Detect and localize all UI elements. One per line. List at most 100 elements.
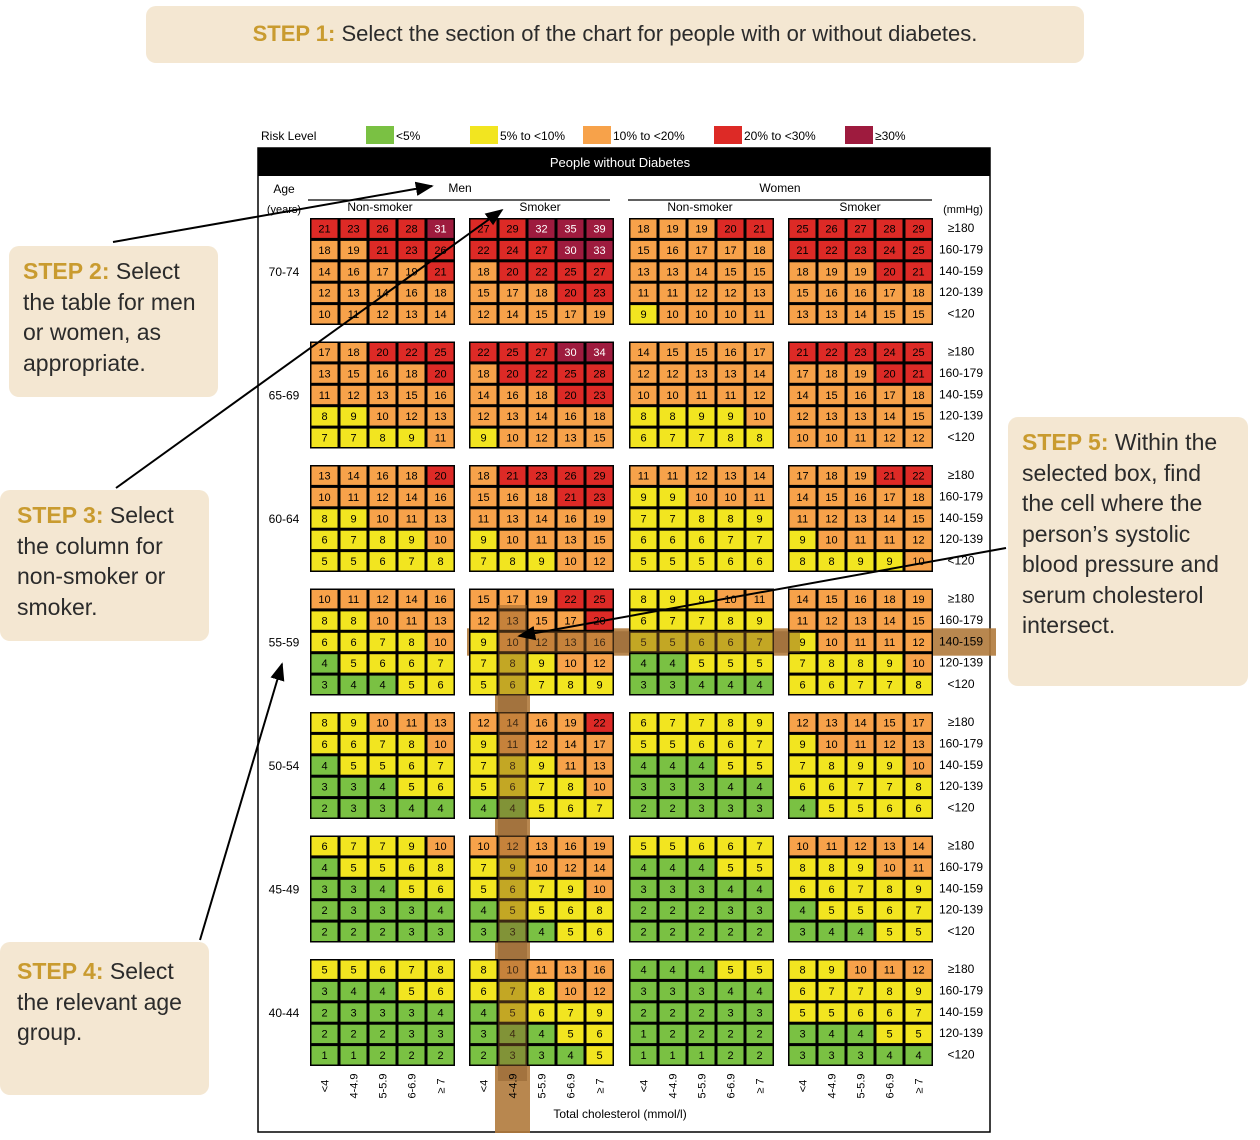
risk-cell (818, 1003, 845, 1022)
risk-cell (847, 428, 874, 447)
risk-cell (427, 756, 454, 775)
legend-label: 5% to <10% (500, 129, 565, 143)
risk-value: 3 (669, 986, 675, 998)
risk-cell (427, 1024, 454, 1044)
risk-cell (818, 407, 845, 426)
risk-value: 23 (593, 492, 605, 504)
risk-cell (528, 385, 555, 405)
risk-cell (688, 509, 715, 528)
risk-cell (398, 219, 425, 238)
risk-cell (499, 552, 526, 571)
risk-cell (717, 756, 744, 775)
bp-unit: (mmHg) (943, 204, 983, 216)
risk-cell (311, 487, 338, 507)
risk-cell (398, 466, 425, 485)
risk-value: 8 (857, 658, 863, 670)
risk-cell (688, 858, 715, 877)
risk-value: 13 (434, 718, 446, 730)
risk-value: 9 (886, 658, 892, 670)
risk-cell (659, 466, 686, 485)
risk-cell (340, 799, 367, 818)
risk-value: 2 (350, 927, 356, 939)
risk-value: 7 (437, 658, 443, 670)
risk-cell (398, 1046, 425, 1065)
risk-cell (427, 407, 454, 426)
risk-value: 15 (593, 433, 605, 445)
risk-cell (659, 713, 686, 732)
risk-cell (688, 756, 715, 775)
risk-cell (499, 262, 526, 281)
risk-cell (876, 675, 903, 694)
risk-cell (818, 509, 845, 528)
risk-value: 16 (854, 594, 866, 606)
risk-value: 3 (321, 680, 327, 692)
risk-value: 3 (321, 782, 327, 794)
risk-cell (528, 240, 555, 260)
risk-value: 12 (477, 615, 489, 627)
risk-value: 4 (640, 965, 646, 977)
risk-value: 17 (883, 492, 895, 504)
risk-value: 6 (437, 782, 443, 794)
risk-cell (369, 960, 396, 979)
risk-value: 8 (509, 658, 515, 670)
cholesterol-label: 6-6.9 (407, 1073, 419, 1098)
risk-value: 21 (564, 492, 576, 504)
risk-value: 10 (593, 884, 605, 896)
risk-value: 8 (727, 433, 733, 445)
risk-value: 15 (535, 615, 547, 627)
risk-cell (688, 675, 715, 694)
risk-cell (557, 1046, 584, 1065)
arrow-step2 (112, 181, 434, 243)
risk-cell (847, 262, 874, 281)
risk-cell (630, 799, 657, 818)
risk-value: 5 (350, 760, 356, 772)
risk-value: 28 (593, 368, 605, 380)
bp-label: 120-139 (939, 532, 983, 546)
risk-cell (340, 1024, 367, 1044)
risk-table: 8 9 10 11 136 6 7 8 104 5 5 6 73 3 4 5 62 3 3 4 4 (310, 712, 455, 819)
risk-cell (659, 509, 686, 528)
risk-value: 3 (857, 1050, 863, 1062)
risk-value: 3 (480, 927, 486, 939)
risk-value: 6 (727, 556, 733, 568)
risk-cell (499, 283, 526, 303)
risk-cell (528, 799, 555, 818)
risk-cell (427, 837, 454, 856)
risk-value: 20 (506, 266, 518, 278)
risk-value: 6 (321, 637, 327, 649)
risk-value: 15 (405, 390, 417, 402)
risk-cell (847, 1003, 874, 1022)
risk-value: 27 (535, 245, 547, 257)
risk-value: 6 (640, 718, 646, 730)
risk-cell (630, 777, 657, 797)
risk-value: 8 (321, 615, 327, 627)
risk-value: 13 (637, 266, 649, 278)
risk-cell (398, 590, 425, 609)
bp-label: 120-139 (939, 903, 983, 917)
risk-cell (398, 364, 425, 383)
risk-value: 12 (477, 718, 489, 730)
risk-value: 10 (506, 965, 518, 977)
risk-value: 13 (318, 368, 330, 380)
risk-cell (789, 343, 816, 362)
risk-value: 12 (318, 288, 330, 300)
risk-value: 7 (727, 535, 733, 547)
risk-cell (398, 632, 425, 652)
risk-value: 5 (828, 803, 834, 815)
risk-value: 23 (593, 288, 605, 300)
risk-value: 12 (535, 433, 547, 445)
risk-value: 9 (538, 760, 544, 772)
risk-value: 5 (799, 1007, 805, 1019)
bp-label: 160-179 (939, 366, 983, 380)
risk-cell (847, 407, 874, 426)
risk-value: 11 (696, 390, 707, 402)
risk-value: 11 (754, 594, 765, 606)
risk-cell (818, 364, 845, 383)
risk-cell (818, 713, 845, 732)
risk-cell (470, 922, 497, 941)
risk-value: 11 (855, 637, 866, 649)
risk-value: 13 (506, 411, 518, 423)
risk-value: 16 (347, 266, 359, 278)
step2-text: Select the table for men or women, as ap… (23, 258, 196, 376)
